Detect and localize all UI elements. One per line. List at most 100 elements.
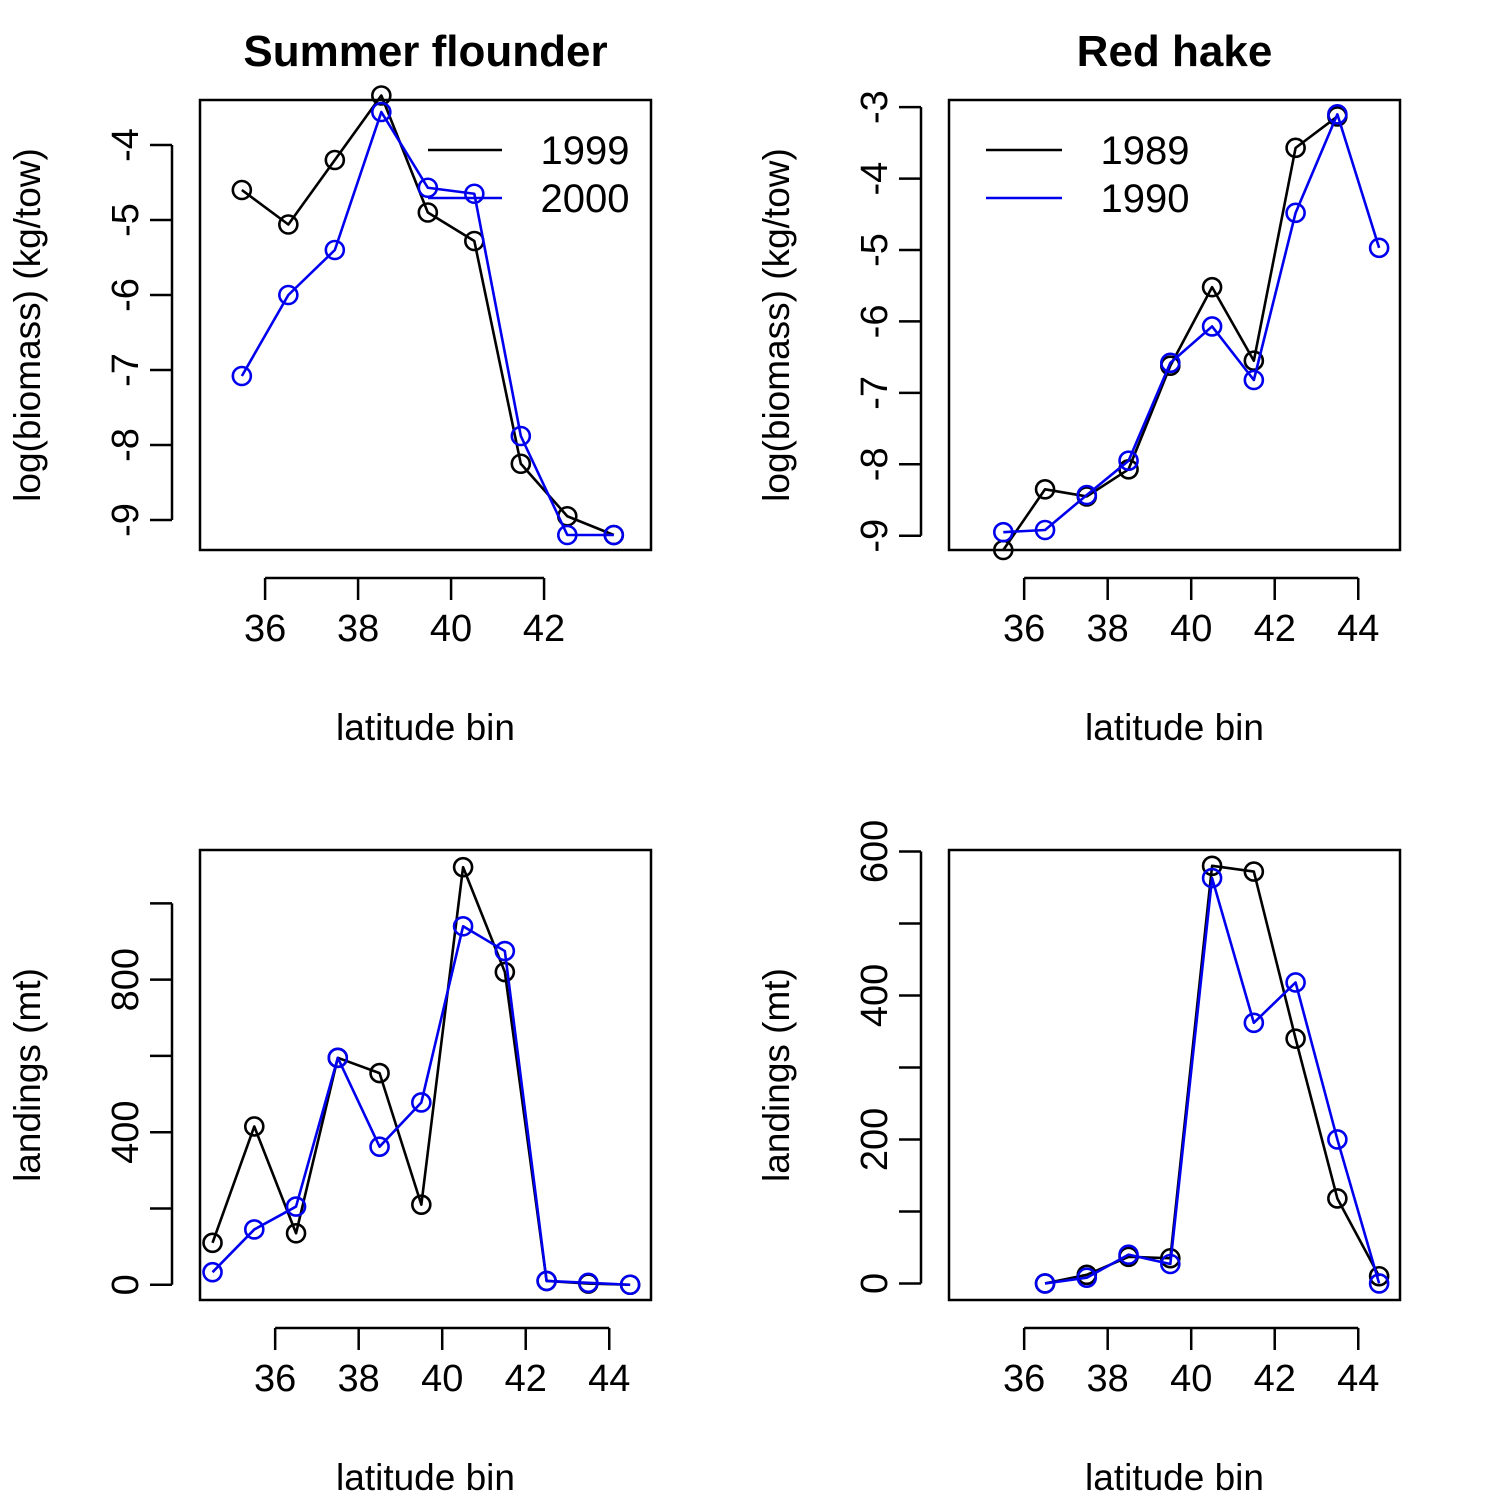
x-tick-label: 44 xyxy=(1337,608,1379,650)
x-tick-label: 38 xyxy=(1087,1358,1129,1400)
y-tick-label: 200 xyxy=(854,1108,896,1171)
y-tick-label: 400 xyxy=(105,1101,147,1164)
data-point xyxy=(202,1232,223,1254)
y-axis-label: landings (mt) xyxy=(756,968,797,1182)
data-point xyxy=(411,1194,432,1215)
data-point xyxy=(1160,352,1181,374)
y-tick-label: -4 xyxy=(105,128,147,162)
data-point xyxy=(1368,1265,1390,1287)
data-point xyxy=(452,915,474,937)
data-point xyxy=(371,101,392,123)
plot-frame xyxy=(947,98,1402,552)
data-point xyxy=(1160,1253,1181,1275)
data-point xyxy=(510,425,532,447)
legend-entry: 1989 xyxy=(1101,129,1190,173)
y-tick-label: -7 xyxy=(105,353,147,387)
x-tick-label: 44 xyxy=(588,1358,630,1400)
data-point xyxy=(464,183,485,205)
series-line-black xyxy=(1044,864,1381,1285)
y-tick-label: -6 xyxy=(854,305,896,339)
y-tick-label: -8 xyxy=(854,447,896,481)
y-axis-label: landings (mt) xyxy=(7,968,48,1182)
chart-panel-1: Summer flounder 36 38 40 42 -9 -8 -7 -6 -5 -4 latit… xyxy=(7,27,653,748)
series-line-1999 xyxy=(241,94,615,537)
data-point xyxy=(411,1092,432,1113)
x-axis-label: latitude bin xyxy=(1085,707,1264,748)
plot-frame xyxy=(198,98,653,552)
x-tick-label: 38 xyxy=(337,608,379,650)
data-point xyxy=(243,1219,265,1240)
y-axis-label: log(biomass) (kg/tow) xyxy=(756,148,797,502)
data-point xyxy=(285,1196,307,1217)
y-tick-label: 600 xyxy=(854,820,896,883)
data-point xyxy=(1368,237,1390,259)
x-tick-label: 40 xyxy=(421,1358,463,1400)
series-line-blue xyxy=(211,924,631,1287)
data-point xyxy=(1118,1244,1139,1265)
data-point xyxy=(1076,1267,1098,1288)
x-tick-label: 42 xyxy=(1254,608,1296,650)
data-point xyxy=(243,1116,265,1137)
x-tick-label: 42 xyxy=(523,608,565,650)
x-tick-label: 38 xyxy=(1087,608,1129,650)
x-tick-label: 36 xyxy=(1003,608,1045,650)
series-line-black xyxy=(211,865,631,1287)
data-point xyxy=(1285,1028,1306,1049)
plot-frame xyxy=(198,848,653,1302)
y-tick-label: 0 xyxy=(854,1273,896,1294)
x-tick-label: 36 xyxy=(1003,1358,1045,1400)
data-point xyxy=(324,149,346,171)
data-point xyxy=(278,284,299,306)
data-point xyxy=(557,524,578,546)
y-tick-label: -5 xyxy=(105,203,147,237)
data-point xyxy=(231,365,253,387)
x-axis-label: latitude bin xyxy=(1085,1457,1264,1498)
data-point xyxy=(1034,1273,1056,1294)
data-point xyxy=(1034,478,1056,500)
data-point xyxy=(1327,103,1348,125)
series-line-blue xyxy=(1044,876,1381,1285)
data-point xyxy=(1201,867,1223,889)
data-point xyxy=(1201,276,1223,298)
x-axis-label: latitude bin xyxy=(336,1457,515,1498)
data-point xyxy=(452,856,474,878)
x-tick-label: 44 xyxy=(1337,1358,1379,1400)
chart-panel-2: Red hake 36 38 40 42 44 -9 -8 -7 -6 -5 -4 -3 latitude… xyxy=(756,27,1402,748)
data-point xyxy=(1285,972,1306,993)
y-tick-label: -8 xyxy=(105,428,147,462)
data-point xyxy=(603,524,625,546)
data-point xyxy=(1285,202,1306,224)
data-point xyxy=(1201,855,1223,877)
data-point xyxy=(371,85,392,106)
data-point xyxy=(278,214,299,235)
data-point xyxy=(510,453,532,475)
data-point xyxy=(369,1062,390,1084)
y-tick-label: 0 xyxy=(105,1274,147,1295)
x-tick-label: 40 xyxy=(1170,1358,1212,1400)
data-point xyxy=(1034,519,1056,541)
y-tick-label: -7 xyxy=(854,376,896,410)
legend-entry: 1990 xyxy=(1101,177,1190,221)
x-tick-label: 38 xyxy=(338,1358,380,1400)
x-tick-label: 40 xyxy=(430,608,472,650)
y-tick-label: -9 xyxy=(854,519,896,553)
data-point xyxy=(417,202,439,223)
series-line-2000 xyxy=(240,110,614,537)
x-tick-label: 42 xyxy=(1254,1358,1296,1400)
y-axis-label: log(biomass) (kg/tow) xyxy=(7,148,48,502)
data-point xyxy=(327,1047,349,1069)
legend-entry: 1999 xyxy=(541,129,630,173)
data-point xyxy=(619,1274,641,1296)
x-axis-label: latitude bin xyxy=(336,707,515,748)
series-line-1990 xyxy=(1003,112,1381,534)
legend-entry: 2000 xyxy=(541,177,630,221)
data-point xyxy=(1201,316,1223,337)
data-point xyxy=(1368,1273,1390,1294)
data-point xyxy=(1243,1012,1265,1034)
data-point xyxy=(285,1222,307,1244)
y-tick-label: -9 xyxy=(105,503,147,537)
data-point xyxy=(417,177,439,199)
